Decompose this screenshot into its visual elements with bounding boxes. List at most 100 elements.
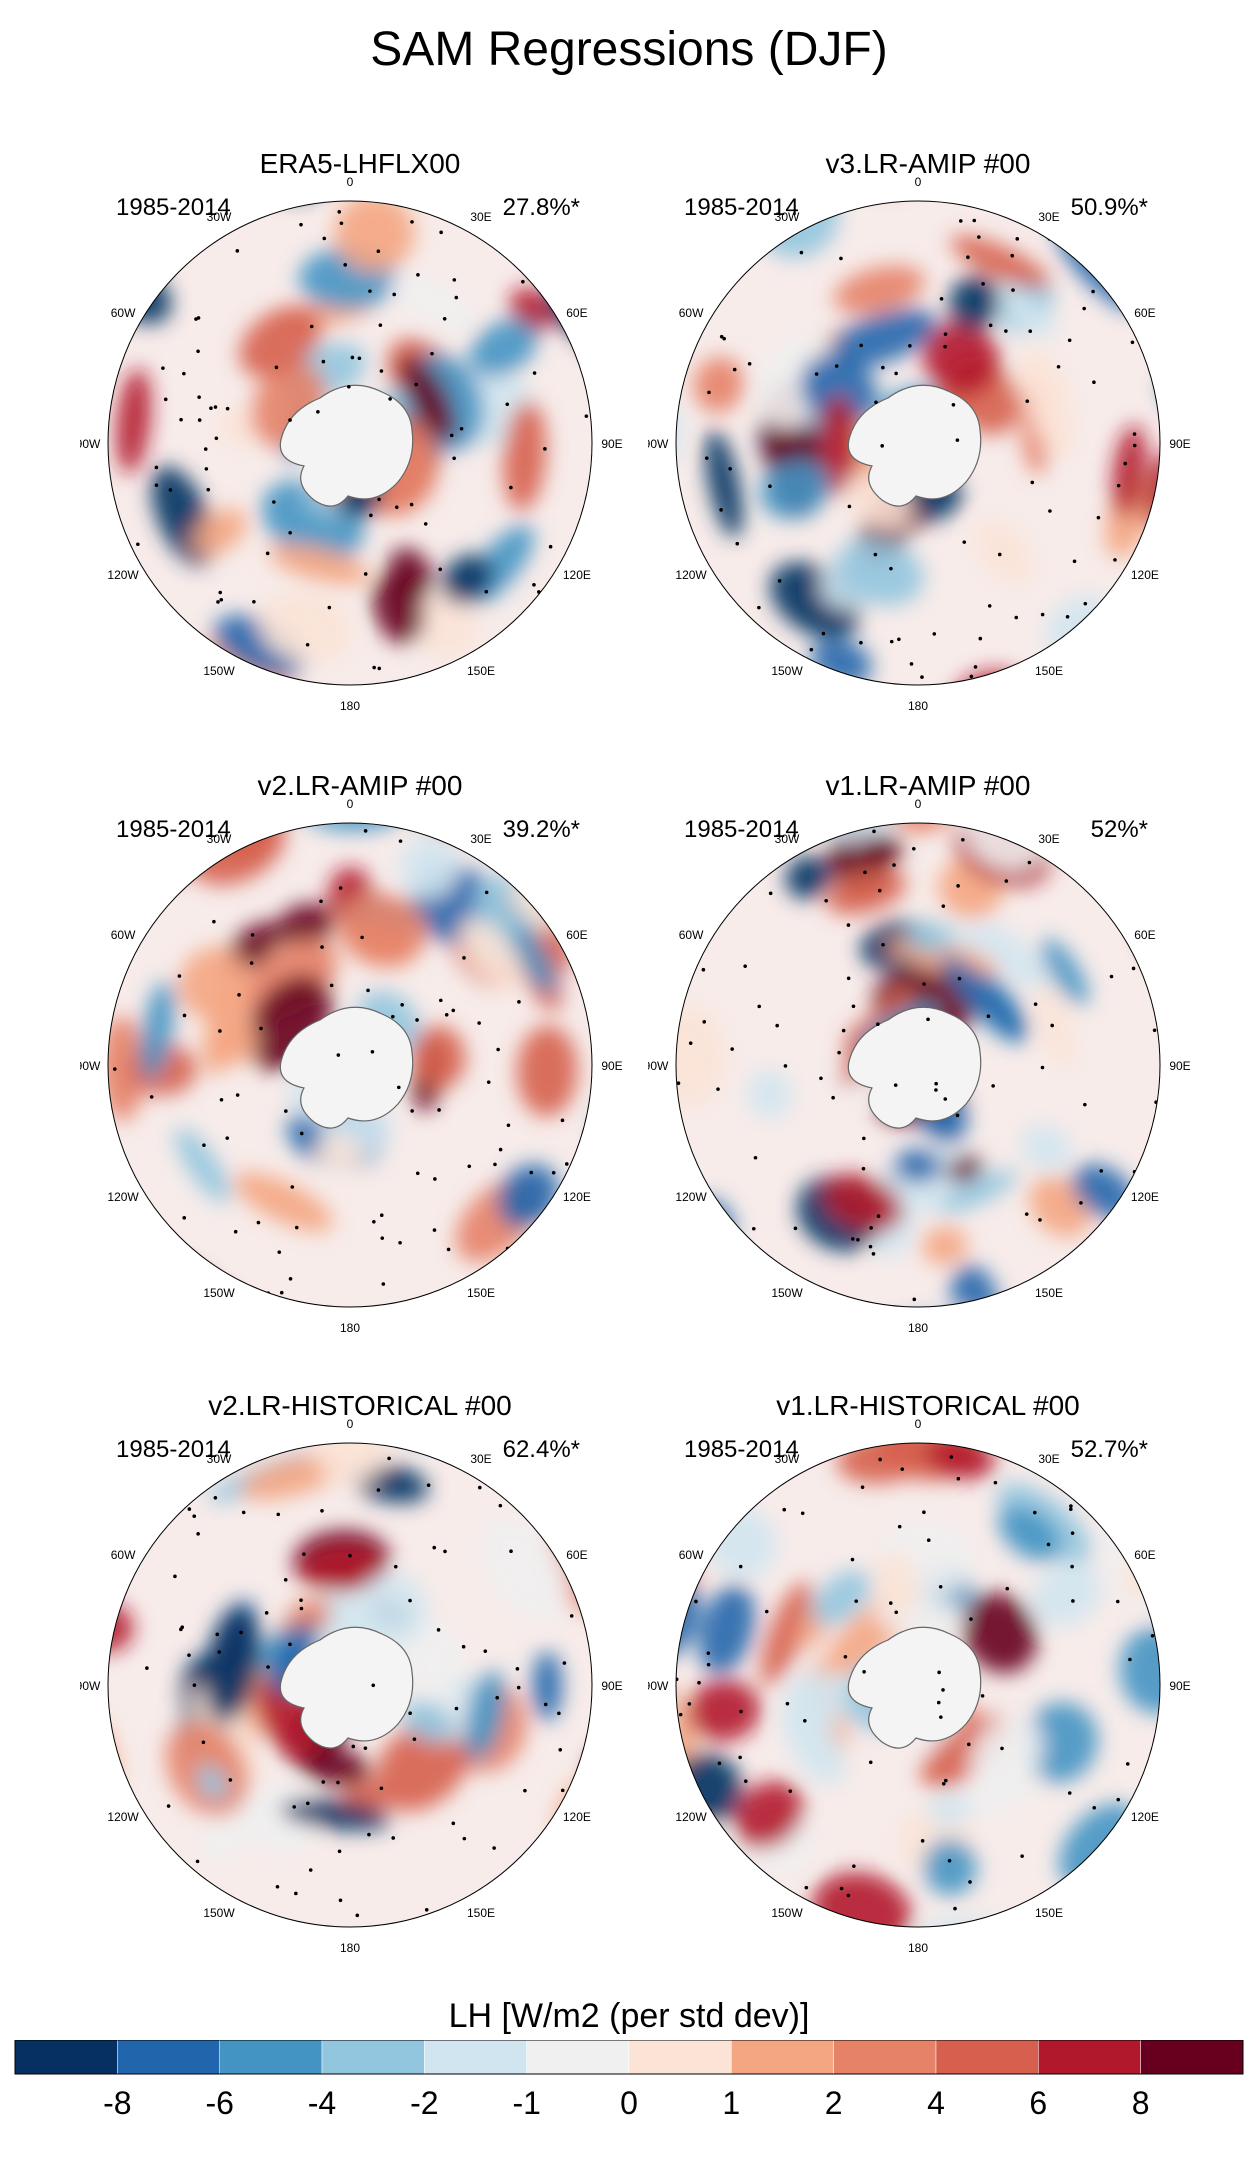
significance-dot bbox=[920, 675, 924, 679]
longitude-label: 120E bbox=[563, 1190, 591, 1204]
significance-dot bbox=[837, 1050, 841, 1055]
significance-dot bbox=[751, 1226, 756, 1231]
antarctica-outline bbox=[847, 1626, 982, 1749]
longitude-label: 30E bbox=[470, 832, 491, 846]
colorbar-tick-label: -1 bbox=[512, 2085, 540, 2121]
significance-dot bbox=[272, 500, 276, 504]
significance-dot bbox=[1072, 559, 1077, 564]
longitude-label: 120E bbox=[1131, 1190, 1159, 1204]
longitude-label: 60W bbox=[679, 928, 704, 942]
longitude-label: 60W bbox=[111, 306, 136, 320]
significance-dot bbox=[800, 1511, 805, 1516]
longitude-label: 180 bbox=[908, 1321, 928, 1335]
significance-dot bbox=[1048, 1443, 1052, 1447]
significance-dot bbox=[412, 1737, 417, 1741]
anomaly-blob bbox=[209, 1019, 258, 1064]
anomaly-blob bbox=[1119, 1625, 1160, 1714]
anomaly-blob bbox=[885, 1311, 985, 1370]
longitude-label: 0 bbox=[347, 175, 354, 189]
longitude-label: 120W bbox=[675, 1810, 707, 1824]
significance-dot bbox=[509, 1549, 513, 1554]
significance-dot bbox=[872, 829, 876, 834]
significance-dot bbox=[163, 1251, 168, 1255]
longitude-label: 120W bbox=[107, 1190, 139, 1204]
significance-dot bbox=[454, 295, 459, 300]
significance-dot bbox=[788, 1789, 793, 1793]
significance-dot bbox=[379, 1786, 384, 1791]
significance-dot bbox=[852, 1864, 856, 1868]
longitude-label: 180 bbox=[908, 699, 928, 713]
colorbar-tick-label: 0 bbox=[620, 2085, 638, 2121]
polar-map: 0 30E 60E 90E 120E 150E 180 150W 120W 90W 60W 30W bbox=[648, 1417, 1191, 1955]
significance-dot bbox=[793, 1226, 798, 1231]
anomaly-blob bbox=[372, 572, 425, 644]
anomaly-blob bbox=[116, 368, 151, 474]
significance-dot bbox=[444, 1012, 449, 1017]
significance-dot bbox=[1028, 329, 1033, 334]
significance-dot bbox=[351, 1744, 356, 1749]
significance-dot bbox=[943, 344, 947, 349]
longitude-label: 0 bbox=[915, 797, 922, 811]
significance-dot bbox=[732, 659, 736, 664]
significance-dot bbox=[972, 218, 977, 223]
significance-dot bbox=[943, 332, 948, 336]
significance-dot bbox=[308, 1868, 313, 1872]
significance-dot bbox=[377, 666, 382, 671]
significance-dot bbox=[851, 1004, 856, 1009]
anomaly-blob bbox=[577, 302, 592, 353]
significance-dot bbox=[1131, 966, 1136, 971]
significance-dot bbox=[217, 1650, 222, 1654]
longitude-label: 120W bbox=[675, 1190, 707, 1204]
significance-dot bbox=[841, 1028, 846, 1033]
significance-dot bbox=[939, 297, 944, 301]
significance-dot bbox=[803, 1718, 807, 1723]
significance-dot bbox=[1014, 615, 1019, 620]
significance-dot bbox=[589, 1841, 592, 1846]
map-border bbox=[675, 822, 1161, 1308]
significance-dot bbox=[566, 261, 571, 266]
significance-dot bbox=[694, 1599, 698, 1604]
anomaly-blob bbox=[975, 520, 1033, 584]
significance-dot bbox=[764, 868, 769, 873]
significance-dot bbox=[966, 255, 970, 260]
map-panel: 0 30E 60E 90E 120E 150E 180 150W 120W 90W 60W 30W v1… bbox=[648, 770, 1208, 1370]
anomaly-blob bbox=[705, 429, 743, 538]
significance-dot bbox=[329, 983, 334, 988]
colorbar-tick-label: 1 bbox=[722, 2085, 740, 2121]
anomaly-blob bbox=[313, 1134, 364, 1169]
significance-dot bbox=[416, 273, 420, 277]
significance-dot bbox=[292, 1805, 297, 1809]
significance-dot bbox=[961, 837, 965, 842]
significance-dot bbox=[509, 485, 513, 490]
significance-dot bbox=[846, 1893, 851, 1898]
anomaly-blob bbox=[175, 1128, 231, 1203]
anomaly-blob bbox=[825, 868, 907, 915]
significance-dot bbox=[574, 1476, 579, 1480]
significance-dot bbox=[408, 1598, 412, 1603]
significance-dot bbox=[1011, 288, 1015, 292]
significance-dot bbox=[937, 1670, 941, 1675]
significance-dot bbox=[372, 665, 376, 670]
significance-dot bbox=[219, 597, 224, 602]
significance-dot bbox=[859, 640, 863, 645]
significance-dot bbox=[410, 220, 414, 224]
significance-dot bbox=[154, 483, 159, 487]
significance-dot bbox=[338, 1898, 343, 1903]
significance-dot bbox=[557, 1711, 561, 1716]
significance-dot bbox=[1132, 443, 1137, 448]
anomaly-blob bbox=[939, 1170, 1018, 1214]
significance-dot bbox=[702, 1020, 707, 1024]
longitude-label: 90E bbox=[601, 1059, 622, 1073]
colorbar-swatch bbox=[14, 2040, 118, 2075]
significance-dot bbox=[449, 433, 454, 438]
significance-dot bbox=[523, 1788, 527, 1793]
significance-dot bbox=[932, 632, 937, 636]
significance-dot bbox=[515, 1667, 520, 1671]
significance-dot bbox=[1130, 340, 1135, 345]
significance-dot bbox=[202, 1143, 206, 1147]
significance-dot bbox=[194, 317, 198, 321]
significance-dot bbox=[357, 356, 362, 361]
anomaly-blob bbox=[280, 1799, 390, 1831]
longitude-label: 120W bbox=[107, 568, 139, 582]
significance-dot bbox=[238, 1297, 242, 1302]
